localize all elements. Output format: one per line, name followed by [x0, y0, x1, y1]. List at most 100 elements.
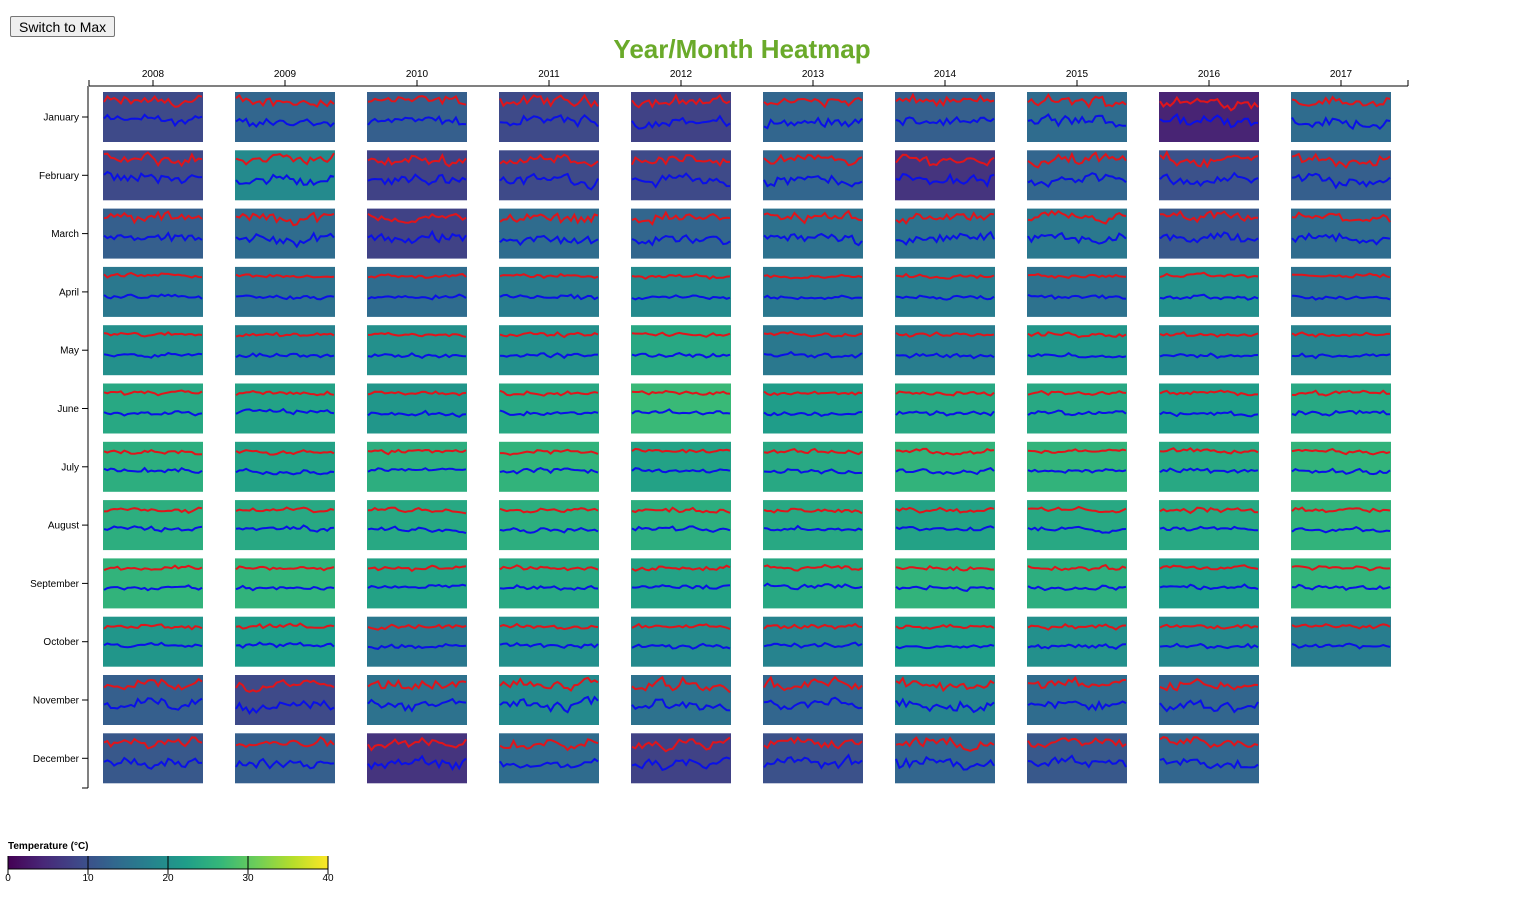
heatmap-cell: [763, 500, 863, 551]
heatmap-cell: [235, 558, 335, 609]
min-line: [499, 409, 599, 417]
max-line: [103, 271, 203, 279]
min-line: [103, 641, 203, 649]
min-line: [1159, 757, 1259, 770]
max-line: [631, 506, 731, 514]
legend-tick-label: 10: [82, 873, 94, 884]
max-line: [1159, 389, 1258, 397]
max-line: [1159, 506, 1259, 515]
switch-to-max-button[interactable]: Switch to Max: [10, 16, 116, 37]
max-line: [763, 507, 863, 515]
y-tick-label-april: April: [59, 287, 79, 298]
heatmap-cell: [631, 558, 731, 609]
heatmap-cell: [1027, 325, 1127, 376]
y-tick-label-november: November: [33, 696, 80, 707]
min-line: [235, 352, 335, 359]
max-line: [895, 623, 995, 630]
min-line: [235, 467, 335, 476]
cell-rect: [631, 208, 731, 259]
heatmap-cell: [1027, 266, 1127, 317]
min-line: [499, 172, 599, 191]
heatmap-cell: [367, 325, 467, 376]
min-line: [763, 116, 863, 130]
heatmap-cell: [103, 441, 203, 492]
cell-rect: [103, 441, 203, 492]
cell-rect: [631, 383, 731, 434]
heatmap-cell: [235, 733, 335, 784]
cell-rect: [1291, 150, 1391, 201]
min-line: [631, 352, 731, 359]
cell-rect: [1027, 266, 1127, 317]
cell-rect: [235, 383, 335, 434]
heatmap-cell: [895, 150, 995, 201]
max-line: [1159, 150, 1259, 169]
min-line: [235, 294, 335, 301]
min-line: [631, 234, 731, 247]
max-line: [235, 449, 335, 456]
max-line: [367, 623, 467, 631]
heatmap-cell: [1027, 441, 1127, 492]
min-line: [763, 753, 863, 770]
max-line: [1027, 92, 1127, 109]
min-line: [895, 697, 995, 714]
heatmap-cell: [367, 266, 467, 317]
x-tick-label-2008: 2008: [142, 69, 165, 80]
y-tick-label-march: March: [51, 229, 79, 240]
max-line: [1027, 564, 1127, 572]
min-line: [103, 466, 203, 474]
heatmap-cell: [367, 441, 467, 492]
heatmap-cell: [1291, 266, 1391, 317]
heatmap-cell: [235, 208, 335, 259]
min-line: [235, 699, 335, 715]
heatmap-cell: [367, 558, 467, 609]
min-line: [367, 754, 467, 771]
min-line: [895, 466, 995, 476]
cell-rect: [631, 616, 731, 667]
min-line: [1027, 584, 1127, 592]
heatmap-cell: [499, 150, 599, 201]
max-line: [235, 93, 335, 108]
heatmap-cell: [1159, 733, 1259, 784]
heatmap-cell: [631, 441, 731, 492]
min-line: [499, 642, 599, 649]
max-line: [763, 273, 863, 280]
max-line: [763, 153, 863, 167]
min-line: [103, 170, 203, 185]
chart-title: Year/Month Heatmap: [613, 34, 871, 64]
cell-rect: [499, 150, 599, 201]
heatmap-cell: [103, 500, 203, 551]
cell-rect: [1027, 733, 1127, 784]
min-line: [1027, 699, 1127, 712]
min-line: [499, 695, 599, 714]
heatmap-cell: [763, 92, 863, 142]
heatmap-cell: [763, 616, 863, 667]
max-line: [895, 272, 995, 280]
x-tick-label-2009: 2009: [274, 69, 297, 80]
min-line: [895, 294, 995, 301]
heatmap-cell: [1027, 616, 1127, 667]
legend-tick-label: 0: [5, 873, 11, 884]
heatmap-cell: [895, 558, 995, 609]
max-line: [1159, 678, 1259, 692]
max-line: [763, 622, 863, 630]
min-line: [1027, 113, 1127, 128]
min-line: [1159, 467, 1259, 474]
x-tick-label-2012: 2012: [670, 69, 693, 80]
cell-rect: [1027, 92, 1127, 142]
min-line: [1027, 525, 1127, 534]
cell-rect: [235, 92, 335, 142]
heatmap-cell: [1159, 150, 1259, 201]
max-line: [235, 273, 335, 279]
max-line: [631, 447, 731, 454]
cell-rect: [1159, 325, 1259, 376]
heatmap-cell: [103, 733, 203, 784]
heatmap-cell: [895, 733, 995, 784]
min-line: [763, 641, 863, 649]
min-line: [1291, 409, 1391, 417]
cell-rect: [1291, 383, 1391, 434]
max-line: [895, 390, 995, 397]
cell-rect: [763, 325, 863, 376]
cell-rect: [895, 441, 995, 492]
max-line: [763, 330, 863, 338]
min-line: [1291, 232, 1391, 246]
